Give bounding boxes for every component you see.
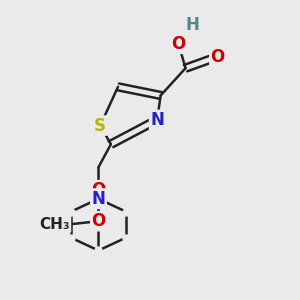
Text: N: N [92, 190, 105, 208]
Text: H: H [186, 16, 200, 34]
Text: O: O [210, 48, 225, 66]
Text: N: N [150, 111, 164, 129]
Text: N: N [92, 190, 105, 208]
Text: S: S [94, 117, 106, 135]
Text: O: O [91, 181, 106, 199]
Text: CH₃: CH₃ [39, 217, 70, 232]
Text: O: O [91, 212, 106, 230]
Text: O: O [171, 35, 186, 53]
